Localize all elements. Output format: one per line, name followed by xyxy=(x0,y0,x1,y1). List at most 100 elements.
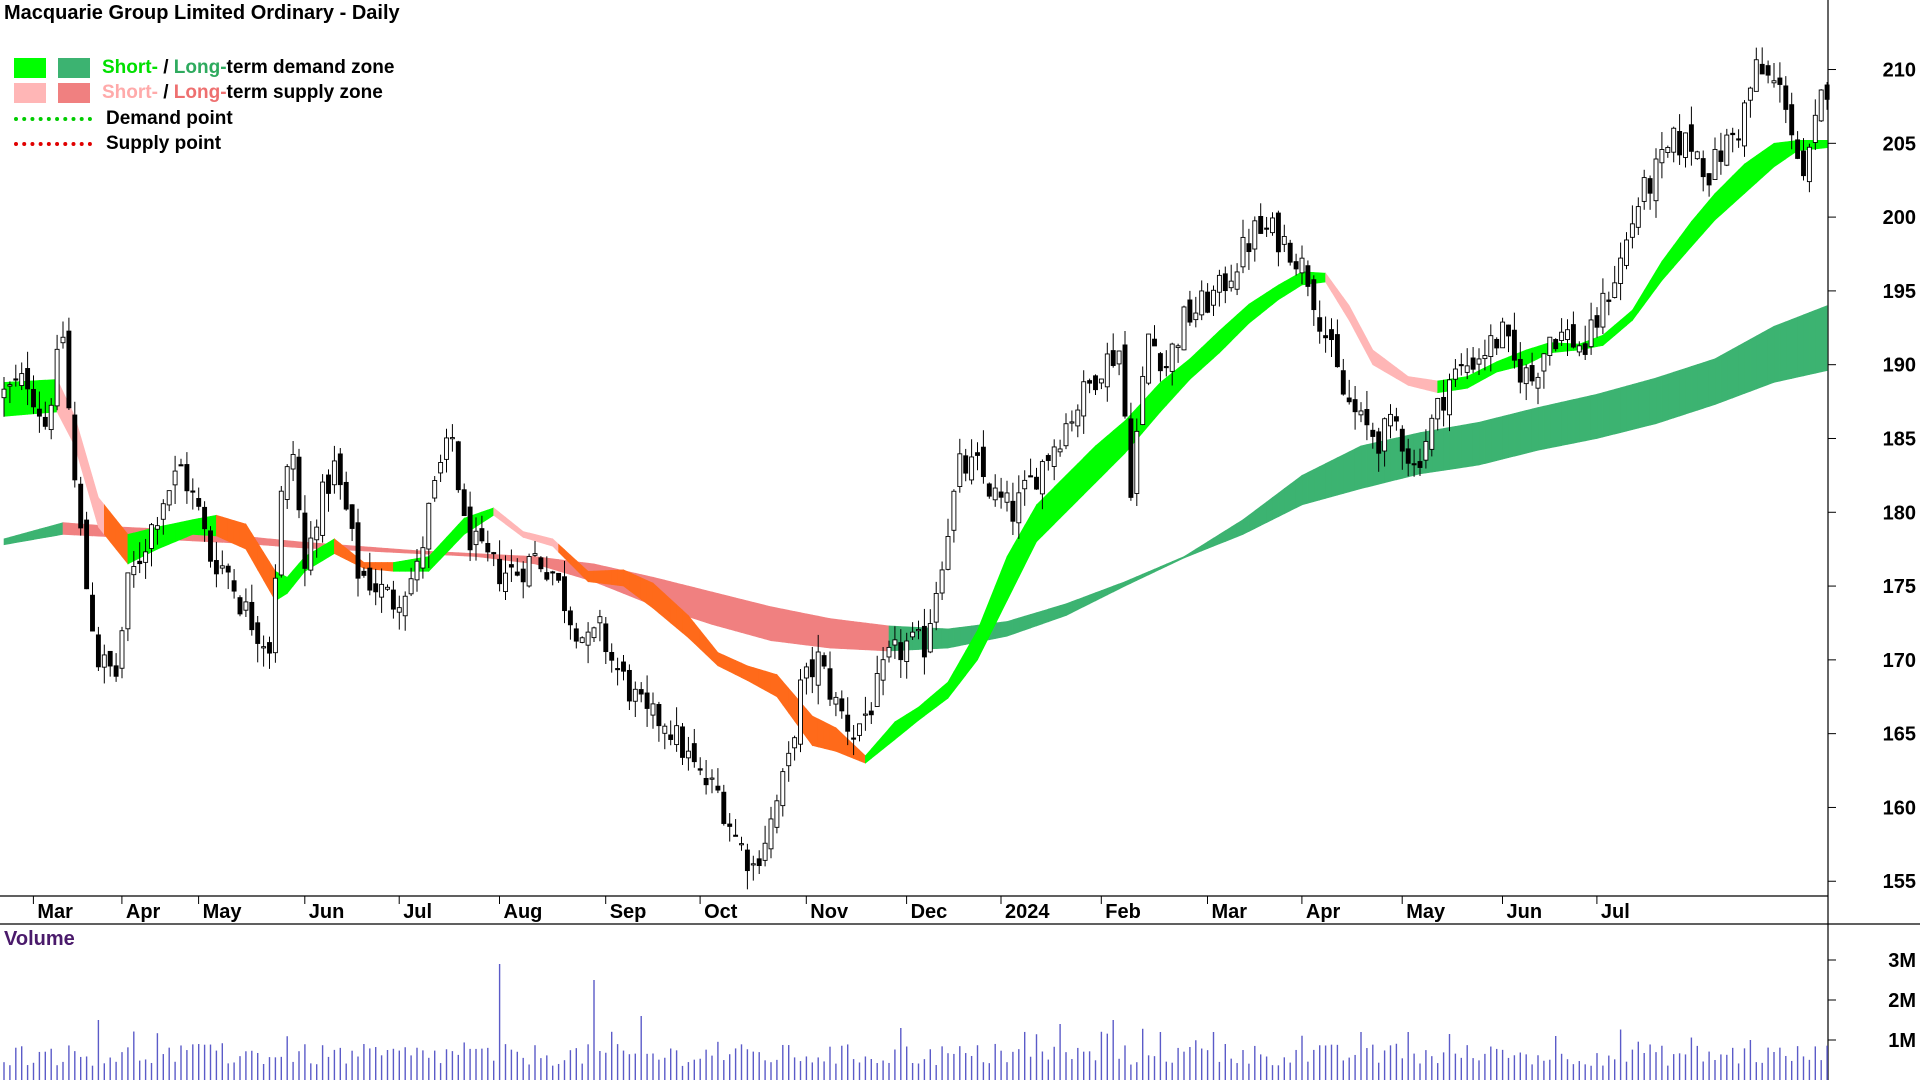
short-term-zone xyxy=(458,517,465,542)
candle-up xyxy=(1818,89,1824,122)
candle-down xyxy=(42,416,48,427)
candle-down xyxy=(963,455,969,474)
short-term-zone xyxy=(86,456,93,507)
short-term-zone xyxy=(534,534,542,544)
short-term-zone xyxy=(239,521,247,550)
long-term-zone xyxy=(1036,610,1043,627)
long-term-zone xyxy=(1289,479,1297,512)
long-term-zone xyxy=(1579,396,1586,443)
short-term-zone xyxy=(393,561,400,572)
candle-up xyxy=(1806,146,1812,183)
short-term-zone xyxy=(1732,169,1739,205)
short-term-zone xyxy=(1272,284,1279,306)
long-term-zone xyxy=(1413,432,1421,476)
long-term-zone xyxy=(1744,338,1751,394)
short-term-zone xyxy=(764,670,772,695)
long-term-zone xyxy=(452,552,459,556)
month-label: Apr xyxy=(1306,901,1341,923)
short-term-zone xyxy=(871,741,878,760)
candle-down xyxy=(231,580,237,592)
long-term-zone xyxy=(1649,377,1657,426)
long-term-zone xyxy=(68,522,76,536)
candle-down xyxy=(1718,150,1724,162)
long-term-zone xyxy=(829,618,837,649)
long-term-zone xyxy=(1620,385,1627,433)
long-term-zone xyxy=(1685,366,1692,415)
short-term-zone xyxy=(1024,514,1031,566)
long-term-zone xyxy=(552,558,559,572)
short-term-zone xyxy=(233,520,241,547)
long-term-zone xyxy=(1030,612,1037,629)
candle-up xyxy=(1588,319,1594,348)
candle-up xyxy=(1659,149,1665,164)
long-term-zone xyxy=(463,552,471,557)
candle-up xyxy=(402,595,408,617)
short-term-zone xyxy=(1490,361,1497,376)
long-term-zone xyxy=(56,522,64,536)
long-term-zone xyxy=(1278,488,1285,518)
long-term-zone xyxy=(859,621,866,651)
candle-up xyxy=(803,666,809,679)
candle-down xyxy=(1688,124,1694,152)
short-term-zone xyxy=(163,524,170,548)
candle-up xyxy=(1016,492,1022,524)
short-supply-swatch xyxy=(14,83,46,104)
long-term-zone xyxy=(1537,405,1545,451)
long-term-zone xyxy=(27,530,34,541)
long-term-zone xyxy=(1142,571,1149,579)
demand-point-swatch xyxy=(14,116,92,121)
short-term-zone xyxy=(1643,279,1651,306)
candle-up xyxy=(1116,350,1122,365)
candle-up xyxy=(1618,257,1624,284)
candle-up xyxy=(780,771,786,807)
long-term-zone xyxy=(753,601,760,638)
short-term-zone xyxy=(499,511,506,525)
candle-down xyxy=(727,823,733,827)
candle-down xyxy=(1506,324,1511,337)
candle-down xyxy=(1152,338,1157,347)
long-term-zone xyxy=(45,525,52,538)
long-term-zone xyxy=(1183,552,1191,559)
short-term-zone xyxy=(1171,367,1179,400)
short-term-zone xyxy=(1596,334,1604,347)
long-term-zone xyxy=(764,604,772,642)
long-term-zone xyxy=(794,611,801,645)
long-term-zone xyxy=(1319,463,1326,501)
candle-down xyxy=(1122,344,1128,417)
candle-up xyxy=(1541,353,1547,372)
candle-up xyxy=(379,583,385,598)
short-term-zone xyxy=(1248,299,1256,324)
long-term-zone xyxy=(823,616,831,649)
long-term-zone xyxy=(1632,382,1639,431)
candle-down xyxy=(90,594,95,632)
candles xyxy=(1,47,1830,890)
long-term-zone xyxy=(835,618,843,649)
candle-up xyxy=(1270,217,1275,234)
legend-supply-long: Long- xyxy=(173,82,227,104)
candle-up xyxy=(1299,257,1305,274)
short-term-zone xyxy=(829,724,837,752)
short-term-zone xyxy=(1118,420,1126,460)
long-term-zone xyxy=(1697,362,1704,411)
candle-up xyxy=(1211,289,1216,306)
candle-up xyxy=(904,640,910,662)
long-term-zone xyxy=(1130,576,1138,584)
long-term-zone xyxy=(363,546,371,552)
long-term-zone xyxy=(1490,417,1497,463)
candle-down xyxy=(1789,104,1795,136)
candle-up xyxy=(1600,292,1606,328)
candle-up xyxy=(526,556,532,587)
long-term-zone xyxy=(1053,605,1061,621)
long-term-zone xyxy=(994,621,1002,639)
long-term-zone xyxy=(812,614,819,647)
price-tick-label: 165 xyxy=(1883,724,1916,746)
candle-up xyxy=(172,470,178,486)
volume-tick-label: 1M xyxy=(1888,1030,1916,1052)
candle-up xyxy=(1228,280,1234,289)
short-term-zone xyxy=(953,660,961,692)
candle-up xyxy=(1612,282,1618,298)
long-term-zone xyxy=(1726,348,1733,401)
long-term-zone xyxy=(1390,437,1397,482)
long-term-zone xyxy=(1083,594,1090,608)
short-term-zone xyxy=(387,562,394,572)
